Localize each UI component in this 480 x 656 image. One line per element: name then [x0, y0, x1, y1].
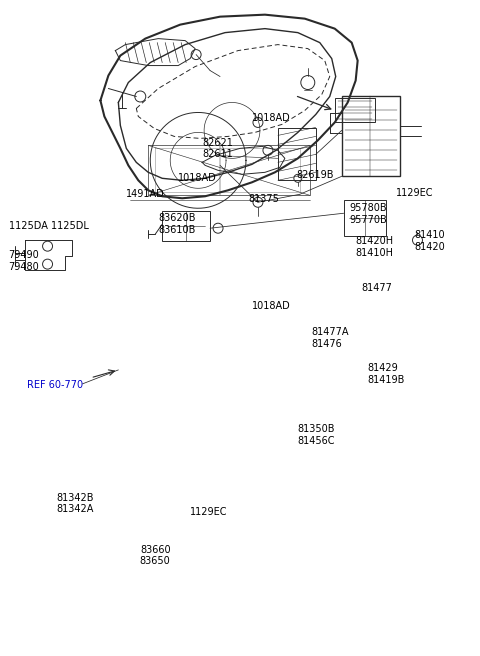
- Text: 1125DA 1125DL: 1125DA 1125DL: [9, 221, 88, 231]
- Bar: [162, 211, 210, 241]
- Text: 1018AD: 1018AD: [178, 173, 217, 183]
- Bar: [344, 200, 385, 236]
- Bar: [342, 96, 399, 176]
- Text: 81350B
81456C: 81350B 81456C: [298, 424, 336, 445]
- Text: 81375: 81375: [248, 194, 279, 204]
- Text: 1491AD: 1491AD: [126, 190, 165, 199]
- Bar: [278, 129, 316, 180]
- Text: 79490
79480: 79490 79480: [9, 251, 39, 272]
- Text: 81477A
81476: 81477A 81476: [312, 327, 349, 349]
- Text: 81410
81420: 81410 81420: [415, 230, 445, 252]
- Bar: [335, 98, 374, 123]
- Text: 83660
83650: 83660 83650: [140, 544, 170, 566]
- Circle shape: [263, 146, 273, 155]
- Text: 81429
81419B: 81429 81419B: [368, 363, 405, 384]
- Circle shape: [253, 197, 263, 207]
- Text: REF 60-770: REF 60-770: [26, 380, 83, 390]
- Text: 82619B: 82619B: [297, 171, 335, 180]
- Circle shape: [253, 117, 263, 127]
- Text: 82621
82611: 82621 82611: [202, 138, 233, 159]
- Text: 81342B
81342A: 81342B 81342A: [57, 493, 94, 514]
- Text: 81477: 81477: [361, 283, 393, 293]
- Text: 81420H
81410H: 81420H 81410H: [356, 236, 394, 258]
- Text: 1018AD: 1018AD: [252, 301, 291, 311]
- Text: 95780B
95770B: 95780B 95770B: [350, 203, 387, 225]
- Text: 1129EC: 1129EC: [396, 188, 433, 198]
- Text: 83620B
83610B: 83620B 83610B: [158, 213, 196, 235]
- Text: 1018AD: 1018AD: [252, 113, 291, 123]
- Text: 1129EC: 1129EC: [190, 506, 228, 517]
